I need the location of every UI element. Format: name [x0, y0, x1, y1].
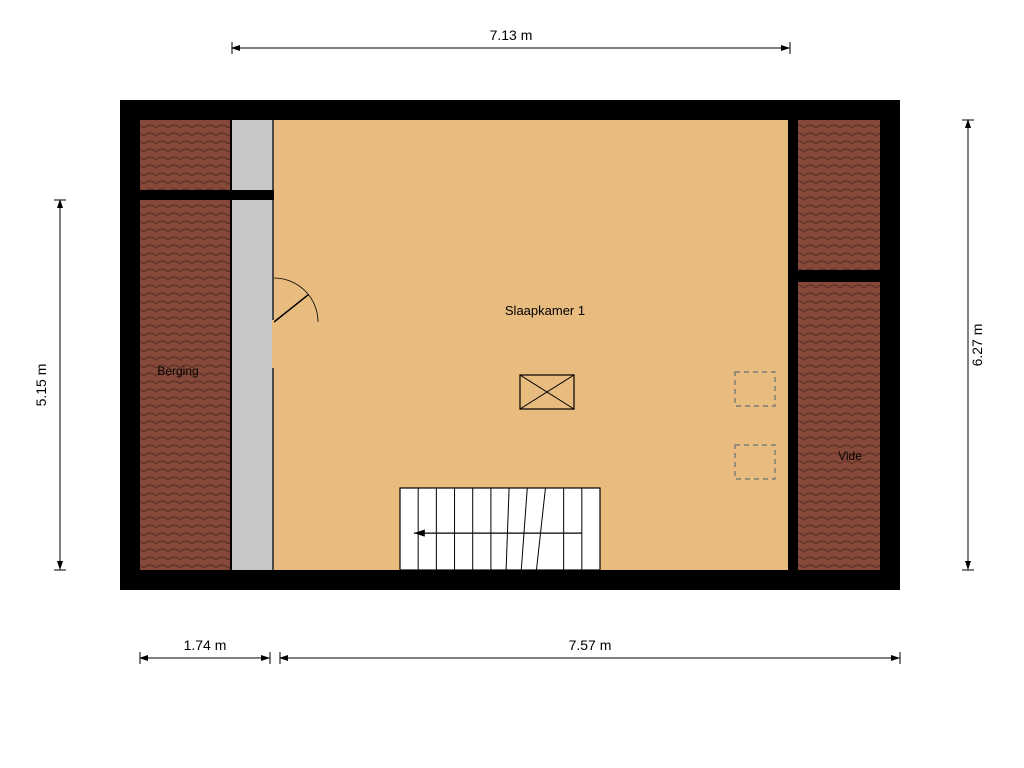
- dim-top: 7.13 m: [232, 27, 790, 54]
- room-vide: [798, 282, 880, 570]
- dim-bottom-right: 7.57 m: [280, 637, 900, 664]
- roof-right-top: [798, 120, 880, 270]
- svg-text:5.15 m: 5.15 m: [33, 364, 49, 407]
- dim-left: 5.15 m: [33, 200, 66, 570]
- stairs: [400, 488, 600, 570]
- dim-right: 6.27 m: [962, 120, 985, 570]
- corridor: [232, 120, 272, 570]
- dim-bottom-left: 1.74 m: [140, 637, 270, 664]
- room-berging: [140, 200, 230, 570]
- svg-text:6.27 m: 6.27 m: [969, 324, 985, 367]
- label-vide: Vide: [838, 449, 862, 463]
- svg-text:7.57 m: 7.57 m: [569, 637, 612, 653]
- svg-text:1.74 m: 1.74 m: [184, 637, 227, 653]
- roof-left-top: [140, 120, 230, 190]
- label-slaapkamer: Slaapkamer 1: [505, 303, 585, 318]
- label-berging: Berging: [157, 364, 198, 378]
- floor-plan: Slaapkamer 1 Berging Vide 7.13 m 6.27 m 5.15 …: [0, 0, 1024, 768]
- svg-text:7.13 m: 7.13 m: [490, 27, 533, 43]
